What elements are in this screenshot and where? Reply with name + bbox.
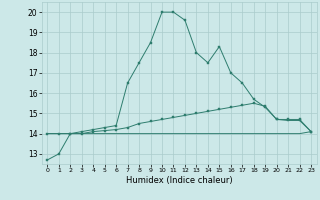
X-axis label: Humidex (Indice chaleur): Humidex (Indice chaleur) [126, 176, 233, 185]
